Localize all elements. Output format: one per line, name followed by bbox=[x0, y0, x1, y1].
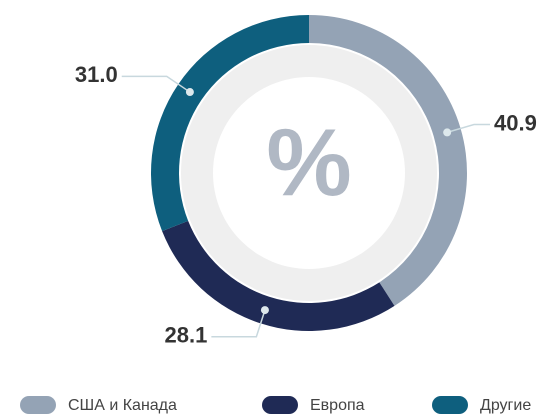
leader-dot bbox=[443, 128, 452, 137]
value-label: 31.0 bbox=[75, 62, 118, 87]
donut-slice bbox=[151, 15, 309, 232]
legend-swatch bbox=[262, 396, 298, 414]
inner-disc bbox=[213, 77, 405, 269]
donut-slice bbox=[309, 15, 467, 306]
legend-label: Другие bbox=[480, 397, 531, 414]
donut-slice bbox=[162, 220, 395, 331]
legend-swatch bbox=[432, 396, 468, 414]
leader-line bbox=[121, 75, 191, 93]
value-label: 28.1 bbox=[165, 323, 208, 348]
leader-dot bbox=[185, 88, 194, 97]
leader-line bbox=[446, 123, 491, 134]
leader-dot bbox=[260, 306, 269, 315]
value-label: 40.9 bbox=[494, 110, 537, 135]
legend-label: Европа bbox=[310, 397, 365, 414]
legend-label: США и Канада bbox=[68, 397, 177, 414]
leader-line bbox=[211, 309, 266, 338]
center-label: % bbox=[266, 109, 351, 216]
legend-swatch bbox=[20, 396, 56, 414]
